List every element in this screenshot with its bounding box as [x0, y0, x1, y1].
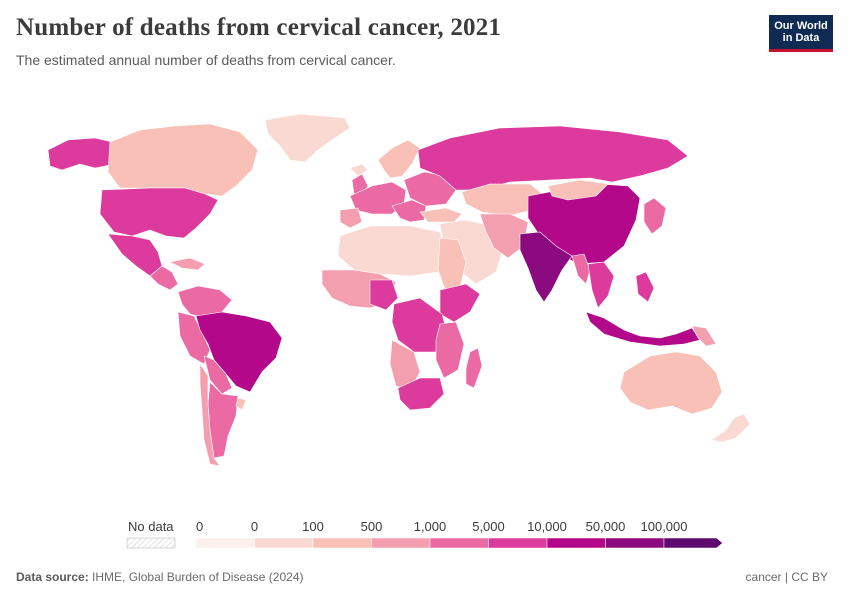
region-chile[interactable] [199, 363, 221, 467]
legend-tick-0: 0 [196, 519, 203, 534]
region-iberia[interactable] [339, 207, 363, 229]
legend-tick-8: 100,000 [641, 519, 688, 534]
logo-line-2: in Data [782, 32, 820, 44]
region-new-zealand[interactable] [711, 413, 751, 443]
region-southeast-africa[interactable] [435, 321, 465, 379]
legend: No data 0 0 100 500 1,000 5,000 10,000 50,000 10… [126, 519, 723, 549]
owid-logo[interactable]: Our World in Data [769, 15, 833, 52]
region-nigeria[interactable] [369, 279, 399, 311]
footer-source-text: IHME, Global Burden of Disease (2024) [92, 570, 304, 584]
legend-bin-7[interactable] [605, 537, 665, 549]
region-eastern-europe[interactable] [403, 171, 457, 207]
region-alaska[interactable] [47, 137, 113, 171]
region-uruguay[interactable] [235, 397, 247, 411]
region-russia[interactable] [417, 125, 689, 191]
region-greenland[interactable] [264, 113, 351, 163]
region-myanmar[interactable] [571, 253, 591, 285]
legend-bin-5[interactable] [488, 537, 548, 549]
legend-bin-0[interactable] [195, 537, 255, 549]
logo-line-1: Our World [774, 20, 828, 32]
region-north-africa[interactable] [337, 225, 447, 277]
legend-tick-1: 0 [251, 519, 258, 534]
legend-tick-3: 500 [361, 519, 383, 534]
region-philippines[interactable] [635, 271, 655, 303]
region-papua-new-guinea[interactable] [691, 325, 717, 347]
region-canada[interactable] [107, 123, 259, 197]
chart-title: Number of deaths from cervical cancer, 2… [16, 14, 502, 41]
legend-tick-6: 10,000 [527, 519, 567, 534]
legend-bins [195, 537, 723, 549]
region-japan-korea[interactable] [643, 197, 667, 235]
legend-no-data-label: No data [128, 519, 174, 534]
legend-bin-1[interactable] [254, 537, 314, 549]
legend-no-data-swatch[interactable] [126, 537, 176, 549]
legend-tick-2: 100 [302, 519, 324, 534]
region-usa[interactable] [99, 187, 219, 239]
footer-license[interactable]: cancer | CC BY [745, 570, 828, 584]
region-brazil[interactable] [195, 311, 283, 393]
region-iran-pakistan[interactable] [479, 213, 529, 259]
region-mongolia[interactable] [547, 179, 609, 201]
legend-ticks: 0 0 100 500 1,000 5,000 10,000 50,000 100,000 [196, 519, 688, 534]
legend-tick-4: 1,000 [414, 519, 447, 534]
world-map [47, 113, 751, 467]
legend-bin-8[interactable] [663, 537, 723, 549]
legend-tick-7: 50,000 [586, 519, 626, 534]
legend-bin-4[interactable] [429, 537, 489, 549]
region-iceland[interactable] [349, 163, 369, 177]
region-east-africa[interactable] [439, 283, 481, 323]
region-central-america[interactable] [149, 265, 179, 291]
region-australia[interactable] [619, 351, 723, 415]
region-south-africa[interactable] [397, 377, 445, 411]
chart-subtitle: The estimated annual number of deaths fr… [16, 52, 396, 68]
legend-tick-5: 5,000 [472, 519, 505, 534]
footer-source: Data source: IHME, Global Burden of Dise… [16, 570, 303, 584]
region-mexico[interactable] [107, 233, 163, 277]
region-southeast-asia[interactable] [587, 261, 615, 309]
region-turkey[interactable] [419, 207, 463, 223]
footer-source-label: Data source: [16, 570, 89, 584]
region-caribbean[interactable] [169, 257, 206, 271]
legend-bin-2[interactable] [312, 537, 372, 549]
region-india[interactable] [519, 231, 573, 303]
region-scandinavia[interactable] [377, 139, 421, 179]
region-indonesia[interactable] [585, 311, 701, 347]
legend-bin-3[interactable] [371, 537, 431, 549]
region-madagascar[interactable] [465, 347, 483, 389]
legend-bin-6[interactable] [546, 537, 606, 549]
region-bolivia-paraguay[interactable] [203, 355, 233, 395]
region-italy-balkans[interactable] [391, 199, 427, 223]
